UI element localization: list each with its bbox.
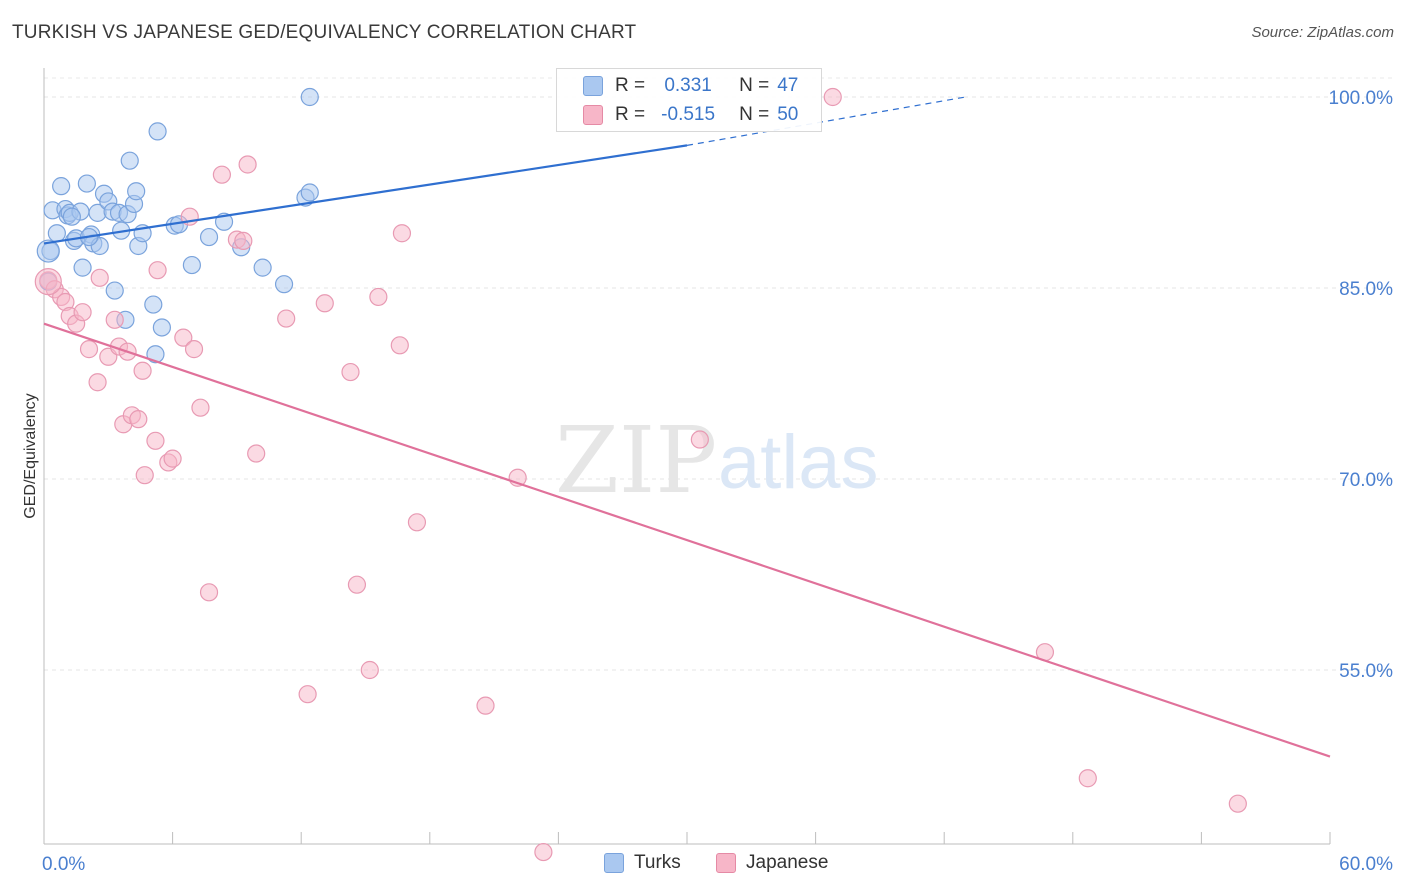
turks-trend-extension	[686, 96, 966, 146]
turks-legend-swatch	[604, 853, 624, 873]
japanese-point	[247, 444, 266, 463]
japanese-point	[105, 310, 124, 329]
japanese-point	[191, 398, 210, 417]
japanese-point	[148, 261, 167, 280]
japanese-point	[135, 466, 154, 485]
axes	[43, 68, 1331, 845]
japanese-point	[79, 340, 99, 359]
japanese-point	[347, 575, 367, 594]
chart-title: TURKISH VS JAPANESE GED/EQUIVALENCY CORR…	[12, 22, 637, 43]
japanese-trend-line	[43, 322, 1331, 758]
japanese-point	[823, 87, 842, 107]
turks-point-large	[36, 239, 60, 263]
turks-point	[120, 151, 139, 170]
legend-label-japanese: Japanese	[746, 852, 829, 873]
source-label: Source: ZipAtlas.com	[1251, 24, 1394, 41]
japanese-point	[1228, 794, 1247, 813]
turks-point	[127, 182, 146, 201]
japanese-point	[174, 328, 193, 347]
japanese-point	[163, 449, 182, 468]
legend-item-turks: Turks	[604, 852, 681, 874]
japanese-point	[298, 685, 317, 704]
r-value: -0.515	[661, 104, 716, 125]
stats-legend: R = 0.331 N = 47 R = -0.515 N = 50	[556, 68, 822, 132]
legend-label-turks: Turks	[634, 852, 681, 873]
turks-point	[73, 258, 92, 277]
turks-swatch	[583, 76, 603, 96]
turks-point	[182, 255, 201, 275]
japanese-point	[360, 660, 379, 680]
watermark-atlas: atlas	[718, 420, 879, 505]
n-label: N =	[739, 104, 770, 125]
n-value: 50	[777, 104, 799, 125]
n-label: N =	[739, 75, 770, 96]
turks-point	[199, 227, 219, 247]
japanese-point	[1078, 769, 1097, 788]
data-points	[34, 87, 1247, 862]
r-label: R =	[615, 104, 646, 125]
japanese-point	[238, 155, 257, 174]
watermark-zip: ZIP	[555, 407, 717, 514]
japanese-point	[390, 336, 409, 355]
turks-point	[300, 87, 319, 107]
turks-point	[105, 281, 124, 300]
y-tick-label: 55.0%	[1339, 661, 1393, 682]
turks-point	[144, 295, 163, 314]
japanese-point	[392, 224, 412, 243]
japanese-point	[369, 287, 388, 307]
japanese-point	[88, 373, 107, 392]
japanese-point	[129, 410, 148, 429]
turks-trend-line	[43, 144, 688, 245]
stats-row-japanese: R = -0.515 N = 50	[557, 100, 821, 130]
turks-point	[62, 207, 81, 226]
japanese-legend-swatch	[716, 853, 736, 873]
x-tick-label: 60.0%	[1339, 854, 1393, 875]
trend-lines	[43, 96, 1331, 758]
turks-point	[146, 345, 165, 364]
turks-point	[52, 177, 71, 196]
japanese-point	[315, 294, 334, 313]
y-tick-label: 100.0%	[1329, 88, 1394, 109]
bottom-legend: Turks Japanese	[0, 852, 1406, 878]
turks-point	[148, 122, 167, 141]
turks-point	[152, 318, 171, 337]
turks-point	[77, 174, 96, 193]
japanese-point	[277, 309, 296, 328]
japanese-point	[212, 165, 231, 184]
japanese-point	[534, 842, 553, 862]
tick-labels: 55.0% 70.0% 85.0% 100.0% 0.0% 60.0%	[42, 88, 1393, 875]
stats-row-turks: R = 0.331 N = 47	[557, 71, 821, 101]
turks-point	[253, 258, 272, 277]
y-tick-label: 70.0%	[1339, 470, 1393, 491]
japanese-point	[133, 361, 152, 380]
japanese-point	[90, 268, 109, 287]
n-value: 47	[777, 75, 799, 96]
japanese-point	[73, 303, 92, 322]
japanese-swatch	[583, 105, 603, 125]
japanese-point	[407, 513, 427, 532]
x-tick-label: 0.0%	[42, 854, 85, 875]
turks-point	[300, 183, 319, 202]
japanese-point	[146, 431, 165, 450]
japanese-point	[341, 362, 360, 382]
turks-point	[47, 224, 66, 243]
turks-point	[274, 275, 294, 294]
y-tick-label: 85.0%	[1339, 279, 1393, 300]
japanese-point	[234, 231, 253, 250]
japanese-point	[184, 340, 204, 359]
japanese-point	[690, 430, 709, 449]
japanese-point	[199, 583, 219, 602]
japanese-point	[476, 696, 495, 715]
r-value: 0.331	[664, 75, 712, 96]
r-label: R =	[615, 75, 646, 96]
japanese-point-large	[34, 268, 62, 296]
legend-item-japanese: Japanese	[716, 852, 828, 874]
